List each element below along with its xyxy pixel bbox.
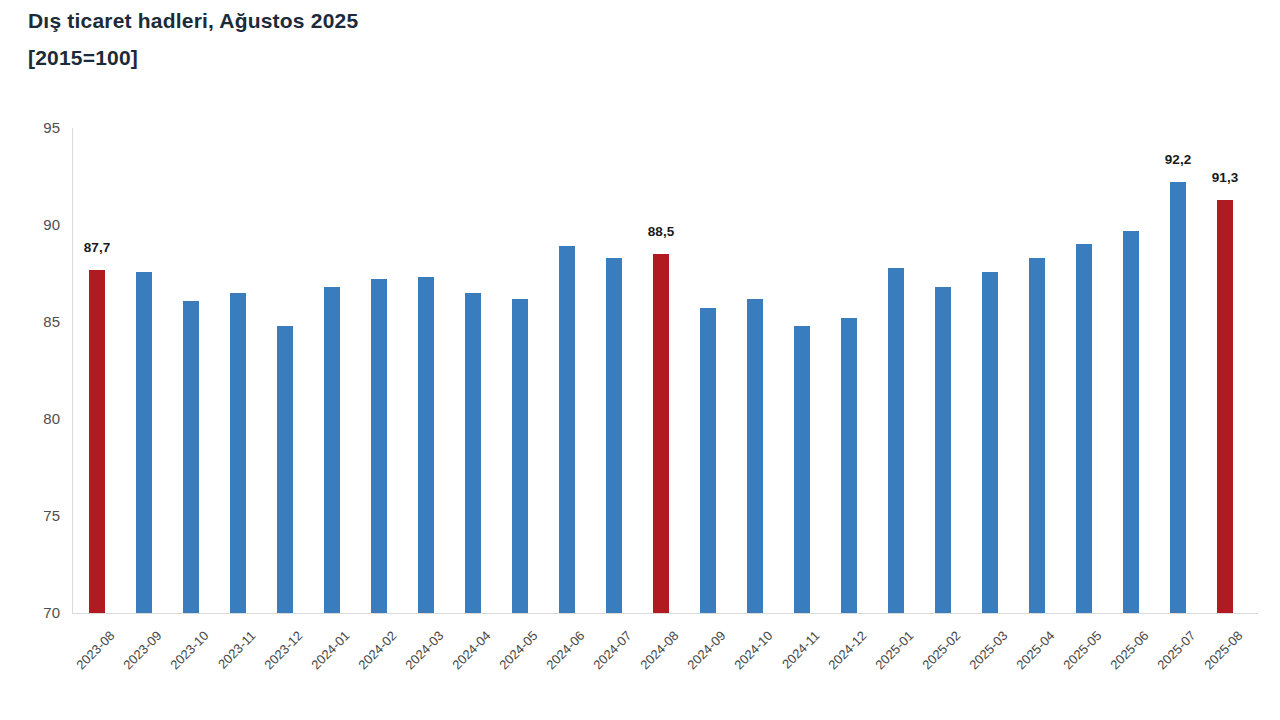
bar-2025-01 [888, 268, 904, 613]
bar-2023-10 [183, 301, 199, 613]
bar-2025-02 [935, 287, 951, 613]
bar-2024-01 [324, 287, 340, 613]
x-tick-label-2025-07: 2025-07 [1154, 628, 1198, 672]
x-axis-line [72, 613, 1258, 614]
bar-2024-06 [559, 246, 575, 613]
x-tick-label-2024-03: 2024-03 [402, 628, 446, 672]
y-axis-line [72, 128, 73, 613]
bar-2025-08 [1217, 200, 1233, 613]
bar-chart-plot-area: 7075808590952023-0887,72023-092023-10202… [0, 0, 1280, 720]
value-label-2025-07: 92,2 [1146, 152, 1210, 168]
bar-2025-06 [1123, 231, 1139, 613]
y-tick-label: 75 [18, 507, 60, 525]
y-tick-label: 85 [18, 313, 60, 331]
x-tick-label-2025-05: 2025-05 [1060, 628, 1104, 672]
x-tick-label-2024-11: 2024-11 [779, 628, 823, 672]
x-tick-label-2025-06: 2025-06 [1107, 628, 1151, 672]
x-tick-label-2024-09: 2024-09 [684, 628, 728, 672]
x-tick-label-2024-02: 2024-02 [355, 628, 399, 672]
bar-2023-12 [277, 326, 293, 613]
x-tick-label-2023-08: 2023-08 [73, 628, 117, 672]
bar-2023-09 [136, 272, 152, 613]
x-tick-label-2025-02: 2025-02 [919, 628, 963, 672]
x-tick-label-2023-10: 2023-10 [167, 628, 211, 672]
x-tick-label-2025-01: 2025-01 [872, 628, 916, 672]
bar-2024-08 [653, 254, 669, 613]
x-tick-label-2023-09: 2023-09 [120, 628, 164, 672]
y-tick-label: 95 [18, 119, 60, 137]
chart-page: Dış ticaret hadleri, Ağustos 2025 [2015=… [0, 0, 1280, 720]
x-tick-label-2024-07: 2024-07 [590, 628, 634, 672]
y-tick-label: 70 [18, 604, 60, 622]
x-tick-label-2024-05: 2024-05 [496, 628, 540, 672]
x-tick-label-2024-12: 2024-12 [825, 628, 869, 672]
value-label-2025-08: 91,3 [1193, 170, 1257, 186]
bar-2024-10 [747, 299, 763, 613]
y-tick-label: 90 [18, 216, 60, 234]
bar-2024-02 [371, 279, 387, 613]
bar-2024-07 [606, 258, 622, 613]
x-tick-label-2025-03: 2025-03 [966, 628, 1010, 672]
x-tick-label-2023-11: 2023-11 [215, 628, 259, 672]
bar-2024-03 [418, 277, 434, 613]
bar-2024-05 [512, 299, 528, 613]
bar-2025-07 [1170, 182, 1186, 613]
bar-2024-11 [794, 326, 810, 613]
x-tick-label-2024-04: 2024-04 [449, 628, 493, 672]
x-tick-label-2024-01: 2024-01 [308, 628, 352, 672]
bar-2023-08 [89, 270, 105, 613]
x-tick-label-2023-12: 2023-12 [261, 628, 305, 672]
bar-2023-11 [230, 293, 246, 613]
x-tick-label-2024-10: 2024-10 [731, 628, 775, 672]
x-tick-label-2024-06: 2024-06 [543, 628, 587, 672]
x-tick-label-2025-08: 2025-08 [1201, 628, 1245, 672]
bar-2025-05 [1076, 244, 1092, 613]
x-tick-label-2024-08: 2024-08 [637, 628, 681, 672]
bar-2024-09 [700, 308, 716, 613]
bar-2025-03 [982, 272, 998, 613]
bar-2024-12 [841, 318, 857, 613]
value-label-2024-08: 88,5 [629, 224, 693, 240]
y-tick-label: 80 [18, 410, 60, 428]
bar-2024-04 [465, 293, 481, 613]
x-tick-label-2025-04: 2025-04 [1013, 628, 1057, 672]
bar-2025-04 [1029, 258, 1045, 613]
value-label-2023-08: 87,7 [65, 240, 129, 256]
